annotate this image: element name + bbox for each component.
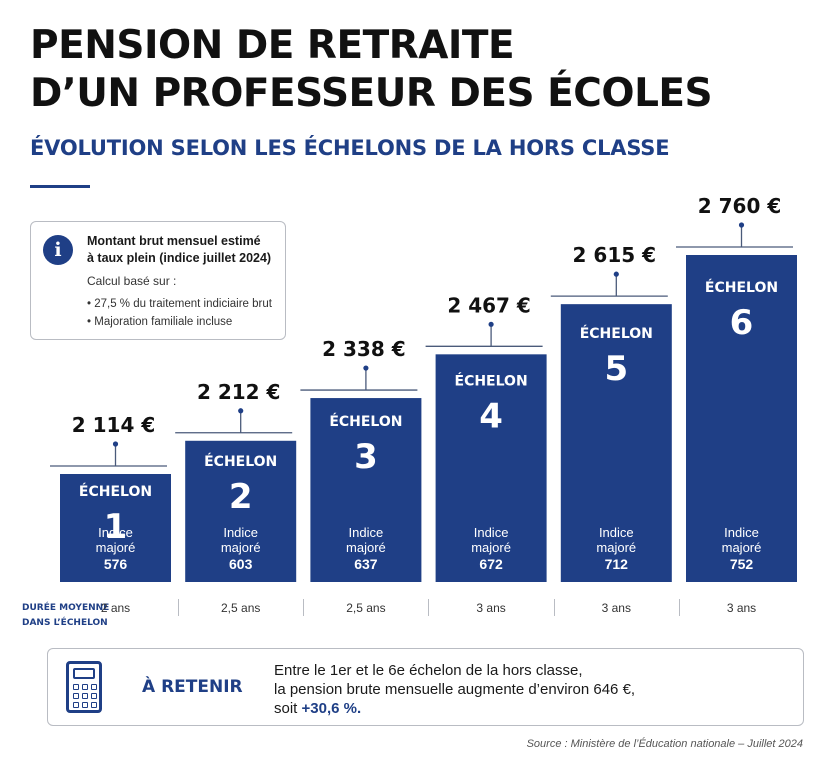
bar-value-label: 2 467 €	[447, 293, 531, 317]
bar-echelon-number: 5	[604, 349, 628, 389]
info-icon: i	[43, 235, 73, 265]
bar-echelon-2	[185, 440, 297, 582]
value-dot	[112, 441, 119, 447]
bar-value-label: 2 760 €	[698, 194, 782, 218]
bar-value-label: 2 114 €	[72, 413, 156, 437]
duration-row-label: DURÉE MOYENNE DANS L’ÉCHELON	[22, 601, 109, 631]
bar-echelon-label: ÉCHELON	[204, 453, 277, 470]
bar-indice-value: 672	[479, 556, 503, 572]
duration-separator	[553, 599, 555, 616]
bar-echelon-label: ÉCHELON	[455, 372, 528, 389]
retain-line-2: la pension brute mensuelle augmente d’en…	[274, 681, 636, 698]
retain-line-1: Entre le 1er et le 6e échelon de la hors…	[274, 662, 583, 679]
bar-echelon-number: 6	[730, 303, 754, 343]
duration-separator	[303, 599, 305, 616]
bar-echelon-label: ÉCHELON	[79, 483, 152, 500]
title-line-1: PENSION DE RETRAITE	[30, 23, 515, 68]
page-subtitle: ÉVOLUTION SELON LES ÉCHELONS DE LA HORS …	[30, 136, 670, 160]
page-title: PENSION DE RETRAITE D’UN PROFESSEUR DES …	[30, 22, 713, 118]
duration-separator	[178, 599, 179, 616]
value-dot	[613, 271, 619, 277]
bar-indice-label: majoré	[96, 540, 136, 555]
bar-indice-label: Indice	[724, 525, 759, 540]
duration-value: 2 ans	[100, 601, 131, 615]
duration-value: 2,5 ans	[221, 601, 261, 615]
bar-echelon-number: 4	[479, 396, 503, 436]
title-line-2: D’UN PROFESSEUR DES ÉCOLES	[30, 71, 713, 116]
bar-indice-value: 712	[605, 556, 629, 572]
bar-echelon-1	[60, 474, 171, 582]
value-dot	[238, 408, 244, 414]
bar-indice-value: 637	[354, 556, 378, 572]
duration-value: 3 ans	[726, 601, 757, 615]
bar-indice-value: 576	[104, 556, 128, 572]
bar-echelon-5	[560, 304, 672, 582]
duration-value: 3 ans	[601, 601, 631, 615]
bar-indice-label: majoré	[596, 540, 636, 555]
bar-echelon-number: 2	[229, 477, 253, 517]
retain-line-3-prefix: soit	[274, 700, 302, 717]
duration-label-line-2: DANS L’ÉCHELON	[22, 618, 108, 628]
bar-echelon-label: ÉCHELON	[705, 279, 778, 296]
bar-indice-label: Indice	[474, 525, 509, 540]
info-calc-label: Calcul basé sur :	[87, 274, 177, 288]
duration-value: 2,5 ans	[346, 601, 386, 615]
bar-indice-label: majoré	[221, 540, 261, 555]
info-bullet: 27,5 % du traitement indiciaire brut	[87, 295, 272, 313]
bar-echelon-label: ÉCHELON	[580, 325, 653, 342]
bar-echelon-4	[435, 354, 547, 582]
bar-echelon-number: 3	[354, 437, 378, 477]
duration-label-line-1: DURÉE MOYENNE	[22, 603, 110, 613]
retain-highlight: +30,6 %.	[301, 700, 362, 717]
calculator-icon	[66, 661, 102, 713]
duration-separator	[678, 599, 680, 616]
bar-value-label: 2 212 €	[197, 380, 281, 404]
bar-indice-value: 603	[229, 556, 253, 572]
info-line-1: Montant brut mensuel estimé	[87, 234, 261, 248]
bar-indice-value: 752	[730, 556, 754, 572]
bar-indice-label: majoré	[722, 540, 762, 555]
bar-value-label: 2 338 €	[322, 337, 406, 361]
bar-echelon-6	[686, 255, 797, 582]
value-dot	[488, 321, 494, 327]
bar-indice-label: majoré	[471, 540, 511, 555]
source-note: Source : Ministère de l’Éducation nation…	[526, 738, 803, 750]
info-box: i Montant brut mensuel estimé à taux ple…	[30, 221, 286, 340]
bar-echelon-label: ÉCHELON	[329, 413, 402, 430]
retain-title: À RETENIR	[142, 677, 243, 697]
info-line-2: à taux plein (indice juillet 2024)	[87, 251, 272, 265]
retain-text: Entre le 1er et le 6e échelon de la hors…	[274, 661, 635, 718]
bar-indice-label: majoré	[346, 540, 386, 555]
title-divider	[30, 185, 90, 188]
value-dot	[738, 222, 745, 228]
bar-value-label: 2 615 €	[573, 243, 657, 267]
duration-value: 3 ans	[476, 601, 506, 615]
value-dot	[363, 365, 369, 371]
info-bullet-list: 27,5 % du traitement indiciaire brut Maj…	[87, 295, 272, 331]
info-heading: Montant brut mensuel estimé à taux plein…	[87, 233, 271, 267]
bar-indice-label: Indice	[223, 525, 258, 540]
bar-indice-label: Indice	[349, 525, 384, 540]
bar-echelon-number: 1	[104, 507, 128, 547]
bar-echelon-3	[310, 398, 422, 582]
retain-line-3: soit +30,6 %.	[274, 699, 635, 718]
bar-indice-label: Indice	[98, 525, 133, 540]
retain-box: À RETENIR Entre le 1er et le 6e échelon …	[47, 648, 804, 726]
duration-separator	[428, 599, 430, 616]
bar-indice-label: Indice	[599, 525, 634, 540]
info-bullet: Majoration familiale incluse	[87, 313, 272, 331]
